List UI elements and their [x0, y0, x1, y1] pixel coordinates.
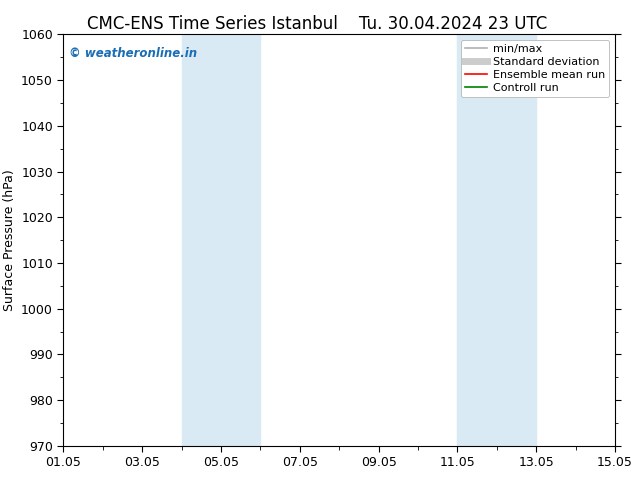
Y-axis label: Surface Pressure (hPa): Surface Pressure (hPa)	[3, 169, 16, 311]
Bar	[181, 34, 221, 446]
Bar	[497, 34, 536, 446]
Text: CMC-ENS Time Series Istanbul    Tu. 30.04.2024 23 UTC: CMC-ENS Time Series Istanbul Tu. 30.04.2…	[87, 15, 547, 33]
Text: © weatheronline.in: © weatheronline.in	[69, 47, 197, 60]
Legend: min/max, Standard deviation, Ensemble mean run, Controll run: min/max, Standard deviation, Ensemble me…	[460, 40, 609, 97]
Bar	[457, 34, 497, 446]
Bar	[221, 34, 261, 446]
